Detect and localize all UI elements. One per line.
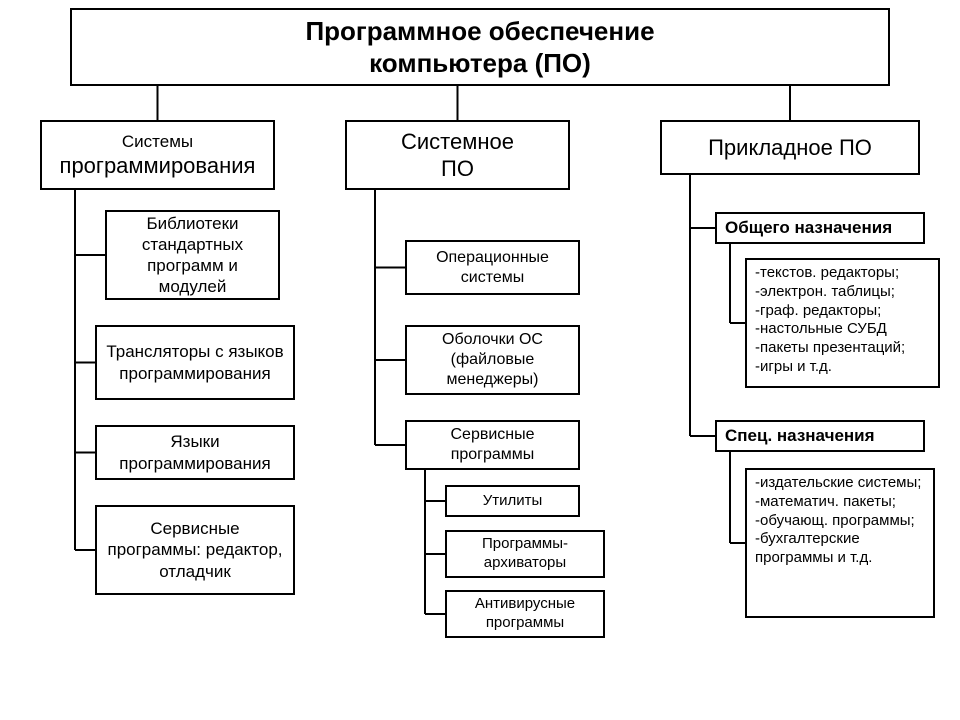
branch-system-sw: Системное ПО [345, 120, 570, 190]
list-item: -издательские системы; [755, 474, 921, 493]
list-item: -игры и т.д. [755, 358, 832, 377]
app-sw-group-list: -издательские системы;-математич. пакеты… [745, 468, 935, 618]
branch-prog-systems: Системы программирования [40, 120, 275, 190]
root-line1: Программное обеспечение [305, 15, 654, 48]
prog-systems-item: Сервисные программы: редактор, отладчик [95, 505, 295, 595]
system-sw-subitem: Антивирусные программы [445, 590, 605, 638]
root-node: Программное обеспечение компьютера (ПО) [70, 8, 890, 86]
system-sw-item: Операционные системы [405, 240, 580, 295]
system-sw-item: Сервисные программы [405, 420, 580, 470]
prog-systems-item: Трансляторы с языков программирования [95, 325, 295, 400]
app-sw-group-list: -текстов. редакторы;-электрон. таблицы;-… [745, 258, 940, 388]
list-item: -бухгалтерские программы и т.д. [755, 530, 925, 568]
list-item: -пакеты презентаций; [755, 339, 905, 358]
branch-title-line2: программирования [60, 152, 256, 180]
branch-app-sw: Прикладное ПО [660, 120, 920, 175]
app-sw-group-title: Спец. назначения [715, 420, 925, 452]
branch-title-line1: Системы [60, 131, 256, 152]
root-line2: компьютера (ПО) [305, 47, 654, 80]
system-sw-subitem: Программы-архиваторы [445, 530, 605, 578]
list-item: -электрон. таблицы; [755, 283, 895, 302]
prog-systems-item: Библиотеки стандартных программ и модуле… [105, 210, 280, 300]
system-sw-item: Оболочки ОС (файловые менеджеры) [405, 325, 580, 395]
branch-title-line2: ПО [401, 155, 514, 183]
list-item: -граф. редакторы; [755, 302, 881, 321]
list-item: -настольные СУБД [755, 320, 887, 339]
list-item: -текстов. редакторы; [755, 264, 899, 283]
app-sw-group-title: Общего назначения [715, 212, 925, 244]
prog-systems-item: Языки программирования [95, 425, 295, 480]
list-item: -обучающ. программы; [755, 512, 915, 531]
list-item: -математич. пакеты; [755, 493, 896, 512]
branch-title-line1: Системное [401, 128, 514, 156]
system-sw-subitem: Утилиты [445, 485, 580, 517]
branch-title-line1: Прикладное ПО [708, 134, 872, 162]
